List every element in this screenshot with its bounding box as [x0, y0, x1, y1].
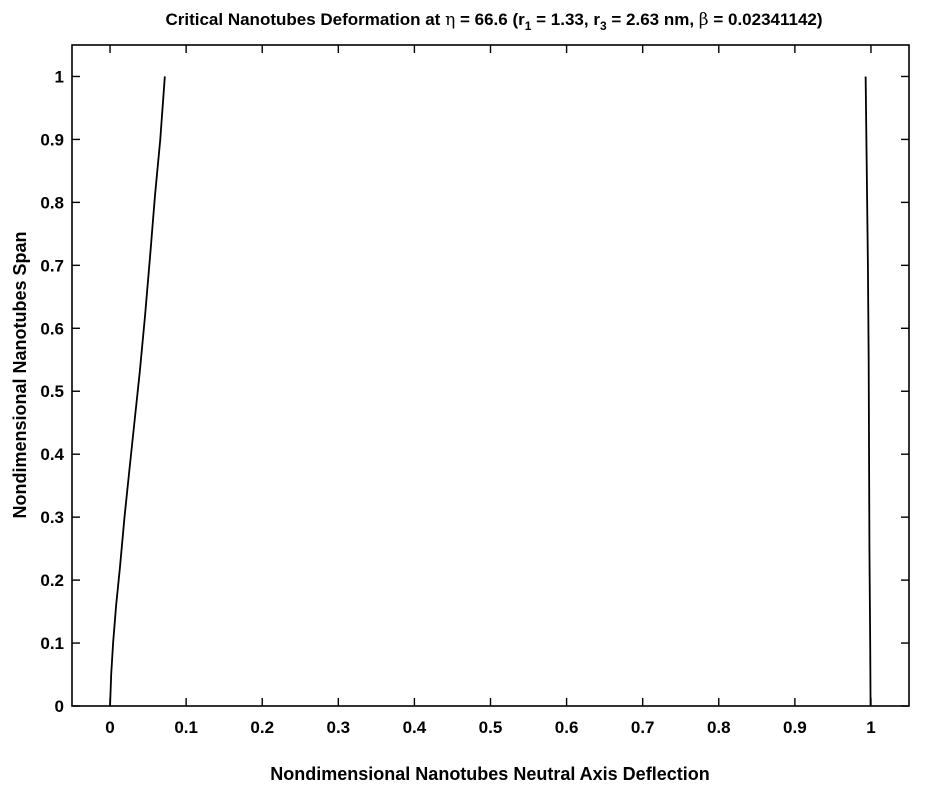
chart-title-eta-text: = 66.6 (r: [455, 10, 525, 29]
plot-area: [71, 44, 910, 707]
y-tick-label: 0.9: [40, 130, 64, 149]
x-tick-label: 0.2: [250, 718, 274, 737]
y-tick-label: 0.5: [40, 382, 64, 401]
x-tick-label: 0.4: [403, 718, 427, 737]
x-axis-ticks: 0 0.1 0.2 0.3 0.4 0.5 0.6 0.7 0.8 0.9 1: [105, 45, 876, 737]
x-axis-label: Nondimensional Nanotubes Neutral Axis De…: [270, 764, 709, 784]
chart-title-prefix: Critical Nanotubes Deformation at: [165, 10, 445, 29]
y-tick-label: 0.7: [40, 256, 64, 275]
x-tick-label: 0.7: [631, 718, 655, 737]
y-tick-label: 0.3: [40, 508, 64, 527]
chart-title-r3-text: = 2.63 nm,: [607, 10, 699, 29]
x-tick-label: 0: [105, 718, 114, 737]
y-tick-label: 0.4: [40, 445, 64, 464]
x-tick-label: 0.6: [555, 718, 579, 737]
chart-title-beta-text: = 0.02341142): [709, 10, 823, 29]
x-tick-label: 0.3: [326, 718, 350, 737]
y-tick-label: 1: [55, 67, 64, 86]
x-tick-label: 0.5: [479, 718, 503, 737]
x-tick-label: 0.8: [707, 718, 731, 737]
x-tick-label: 0.1: [174, 718, 198, 737]
chart-title-r3-subscript: 3: [600, 19, 607, 33]
y-tick-label: 0.6: [40, 319, 64, 338]
series-layer: [109, 76, 872, 707]
y-axis-ticks: 0 0.1 0.2 0.3 0.4 0.5 0.6 0.7 0.8 0.9 1: [40, 67, 909, 716]
series-line-2: [864, 76, 872, 707]
y-tick-label: 0.8: [40, 193, 64, 212]
y-tick-label: 0.1: [40, 634, 64, 653]
chart-title: Critical Nanotubes Deformation at η = 66…: [165, 10, 822, 33]
chart-title-r1-text: = 1.33, r: [531, 10, 600, 29]
chart-title-r1-subscript: 1: [525, 19, 532, 33]
y-tick-label: 0.2: [40, 571, 64, 590]
x-tick-label: 0.9: [783, 718, 807, 737]
x-tick-label: 1: [866, 718, 875, 737]
chart-title-eta-symbol: η: [445, 10, 455, 30]
series-line-1: [109, 76, 166, 707]
y-tick-label: 0: [55, 697, 64, 716]
chart-title-beta-symbol: β: [699, 10, 709, 30]
y-axis-label: Nondimensional Nanotubes Span: [10, 231, 30, 518]
